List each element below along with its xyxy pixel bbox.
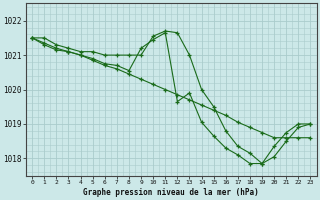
X-axis label: Graphe pression niveau de la mer (hPa): Graphe pression niveau de la mer (hPa) [84,188,259,197]
